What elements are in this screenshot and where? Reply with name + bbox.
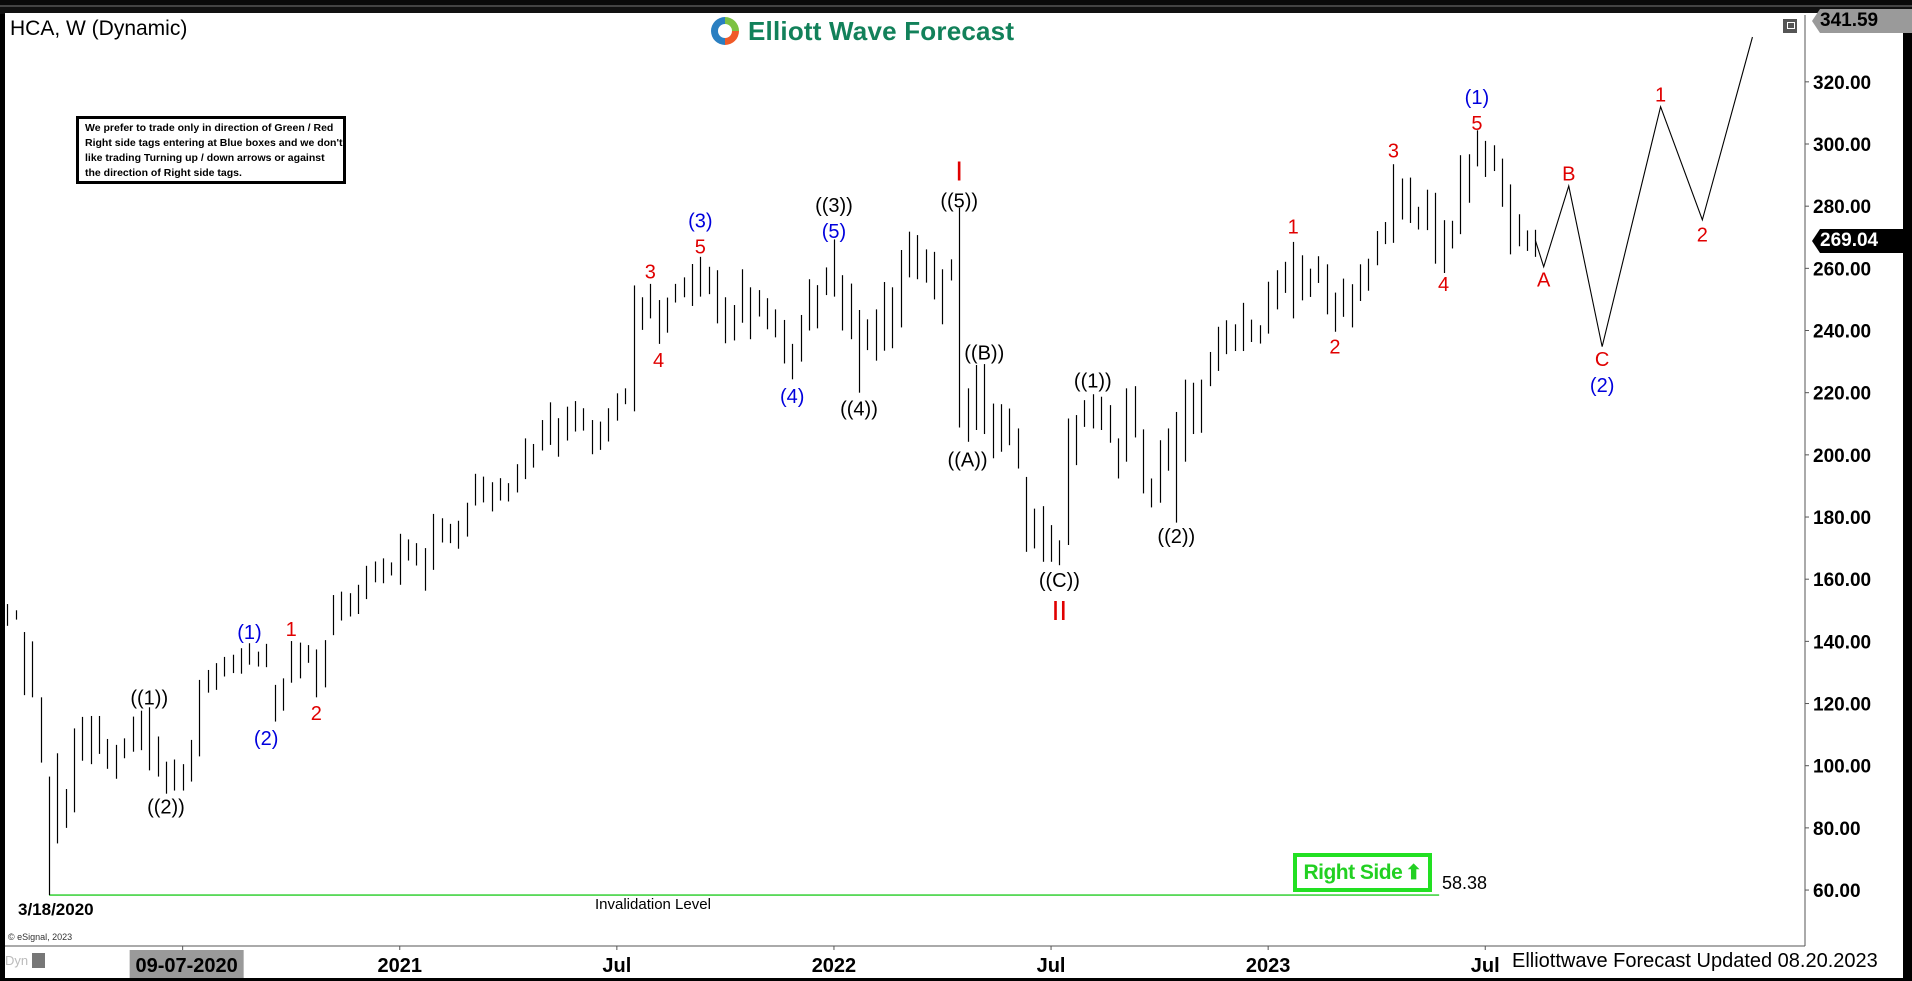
y-tick-label: 160.00	[1813, 570, 1871, 591]
x-tick-label: Jul	[1037, 955, 1066, 977]
y-tick-label: 320.00	[1813, 73, 1871, 94]
copyright: © eSignal, 2023	[8, 932, 73, 942]
y-tick-label: 60.00	[1813, 881, 1861, 902]
right-side-tag: Right Side ⬆	[1293, 853, 1432, 892]
window-top-bar	[0, 0, 1912, 14]
low-date-label: 3/18/2020	[18, 900, 94, 919]
right-side-label: Right Side	[1303, 860, 1403, 884]
wave-label: 4	[1438, 274, 1449, 296]
dyn-toggle[interactable]: Dyn	[5, 953, 46, 968]
wave-label: ((C))	[1039, 570, 1080, 592]
disclaimer-line: Right side tags entering at Blue boxes a…	[85, 137, 343, 149]
x-tick-label: Jul	[602, 955, 631, 977]
logo: Elliott Wave Forecast	[708, 14, 1014, 48]
wave-label: ((4))	[840, 398, 878, 420]
disclaimer-line: like trading Turning up / down arrows or…	[85, 152, 325, 164]
wave-label: 2	[1329, 336, 1340, 358]
circular-arrows-logo-icon	[711, 17, 739, 45]
wave-label: 4	[653, 350, 664, 372]
wave-label: 2	[1697, 224, 1708, 246]
wave-label: ((1))	[130, 688, 168, 710]
y-tick-label: 260.00	[1813, 259, 1871, 280]
wave-label: A	[1537, 269, 1551, 291]
wave-label: ((1))	[1074, 370, 1112, 392]
lock-icon[interactable]	[32, 953, 46, 968]
disclaimer-box: We prefer to trade only in direction of …	[76, 116, 346, 184]
updated-footer: Elliottwave Forecast Updated 08.20.2023	[1512, 950, 1878, 972]
wave-label: 5	[695, 237, 706, 259]
chart-axes: 60.00 80.00 100.00 120.00 140.00 160.00 180.00…	[5, 15, 1871, 978]
chart-title: HCA, W (Dynamic)	[10, 17, 188, 40]
y-tick-label: 280.00	[1813, 197, 1871, 218]
wave-label: 2	[311, 703, 322, 725]
y-tick-label: 180.00	[1813, 508, 1871, 529]
wave-label: (1)	[1465, 87, 1489, 109]
logo-text: Elliott Wave Forecast	[748, 15, 1015, 46]
y-tick-label: 240.00	[1813, 322, 1871, 343]
wave-label: 1	[286, 619, 297, 641]
wave-label: 3	[645, 262, 656, 284]
wave-label: (5)	[822, 221, 846, 243]
wave-label: B	[1562, 164, 1575, 186]
wave-label: 1	[1655, 84, 1666, 106]
y-tick-label: 120.00	[1813, 695, 1871, 716]
invalidation-label: Invalidation Level	[595, 896, 711, 913]
y-tick-label: 140.00	[1813, 632, 1871, 653]
high-price-tag: 341.59	[1812, 9, 1912, 33]
cursor-date-highlight	[129, 950, 244, 978]
disclaimer-line: the direction of Right side tags.	[85, 167, 242, 179]
wave-label: (4)	[780, 386, 804, 408]
projection-path	[1534, 36, 1753, 347]
wave-label: I	[955, 155, 963, 186]
wave-label: II	[1052, 595, 1068, 626]
wave-label: ((B))	[964, 342, 1004, 364]
wave-label: (3)	[688, 211, 712, 233]
dyn-label: Dyn	[5, 953, 29, 968]
price-bars	[6, 130, 1537, 896]
projection-line	[1534, 36, 1753, 347]
y-tick-label: 300.00	[1813, 135, 1871, 156]
wave-label: ((3))	[815, 195, 853, 217]
x-tick-label: Jul	[1471, 955, 1500, 977]
wave-label: C	[1595, 349, 1609, 371]
wave-label: (1)	[237, 622, 261, 644]
y-tick-label: 100.00	[1813, 757, 1871, 778]
wave-label: 1	[1288, 217, 1299, 239]
x-tick-label: 2022	[812, 955, 857, 977]
y-tick-label: 80.00	[1813, 819, 1861, 840]
wave-label: (2)	[254, 728, 278, 750]
disclaimer-line: We prefer to trade only in direction of …	[85, 122, 334, 134]
x-tick-label: 09-07-2020	[135, 955, 237, 977]
wave-label: ((A))	[948, 450, 988, 472]
y-tick-label: 220.00	[1813, 384, 1871, 405]
wave-label: 3	[1388, 140, 1399, 162]
wave-label: 5	[1471, 113, 1482, 135]
x-tick-label: 2023	[1246, 955, 1291, 977]
wave-label: ((2))	[147, 796, 185, 818]
last-price-tag: 269.04	[1812, 229, 1912, 253]
up-arrow-icon: ⬆	[1405, 862, 1422, 884]
wave-label: ((5))	[940, 190, 978, 212]
window-restore-icon[interactable]	[1783, 19, 1797, 33]
wave-label: ((2))	[1157, 526, 1195, 548]
wave-label: (2)	[1590, 375, 1614, 397]
wave-labels: ((1)) ((2)) (1) (2) 1 2 3 4 (3) 5 (4) ((3)) (5) ((4))…	[130, 84, 1708, 818]
x-tick-label: 2021	[378, 955, 423, 977]
y-tick-label: 200.00	[1813, 446, 1871, 467]
invalidation-value: 58.38	[1442, 873, 1488, 893]
